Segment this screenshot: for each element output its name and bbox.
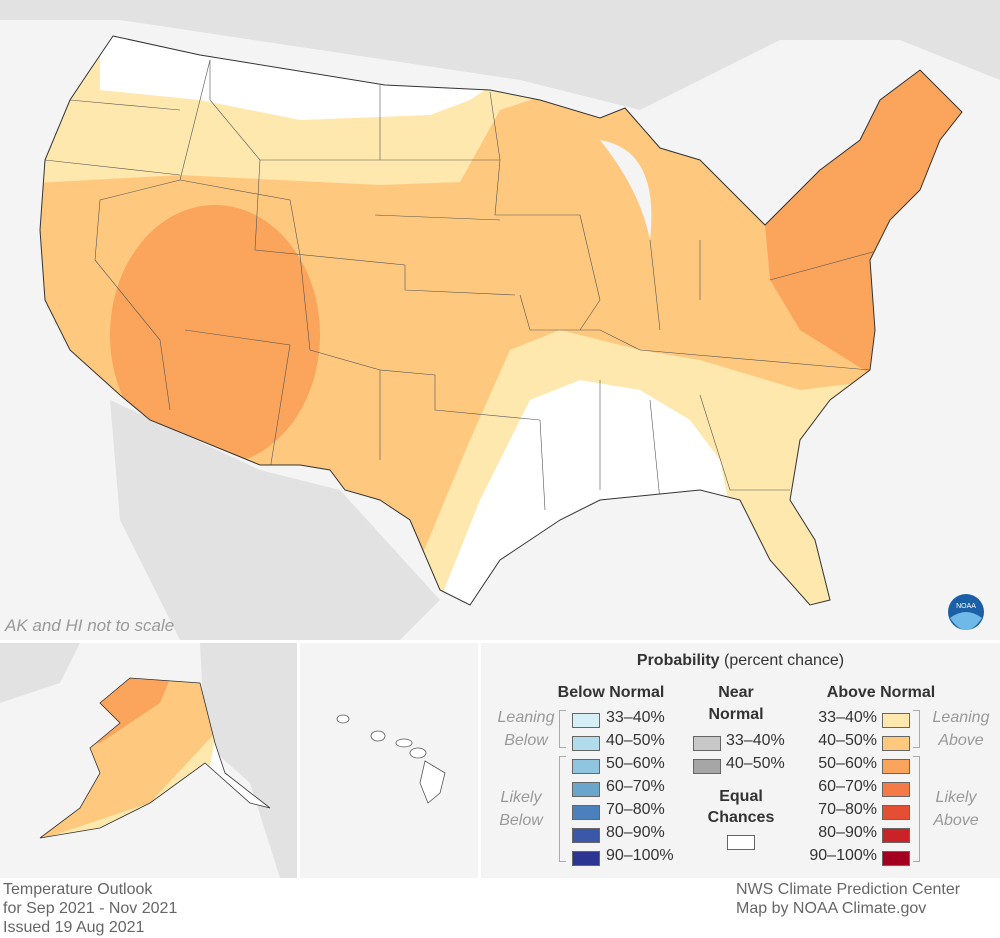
- leaning-below-bracket: [559, 710, 566, 748]
- scale-note: AK and HI not to scale: [5, 616, 175, 635]
- canada-landmass: [0, 0, 1000, 110]
- below-item-label: 40–50%: [606, 732, 665, 749]
- below-swatch: [572, 828, 600, 843]
- credits: NWS Climate Prediction Center Map by NOA…: [736, 880, 960, 918]
- near-swatch: [693, 759, 721, 774]
- above-item-label: 50–60%: [818, 755, 877, 772]
- svg-text:NOAA: NOAA: [956, 603, 976, 610]
- zone-likely-above-northeast: [765, 40, 962, 380]
- near-normal-header-1: Near: [718, 684, 754, 701]
- leaning-above-label: Leaning Above: [932, 709, 990, 749]
- below-item-label: 60–70%: [606, 778, 665, 795]
- above-item-label: 40–50%: [818, 732, 877, 749]
- above-swatch: [882, 828, 910, 843]
- likely-below-label: Likely Below: [499, 789, 543, 829]
- caption-title: Temperature Outlook: [3, 881, 153, 898]
- caption-issued: Issued 19 Aug 2021: [3, 919, 145, 936]
- below-item-label: 80–90%: [606, 824, 665, 841]
- conus-map-svg: NOAA: [0, 0, 1000, 640]
- above-swatch: [882, 851, 910, 866]
- near-item-label: 40–50%: [726, 755, 785, 772]
- alaska-inset: [0, 643, 297, 878]
- leaning-above-bracket: [913, 710, 920, 748]
- below-item-label: 50–60%: [606, 755, 665, 772]
- above-item-label: 60–70%: [818, 778, 877, 795]
- near-swatch: [693, 736, 721, 751]
- hawaii-inset: [300, 643, 478, 878]
- credit-map: Map by NOAA Climate.gov: [736, 900, 927, 917]
- legend-title: Probability (percent chance): [481, 652, 1000, 670]
- likely-above-bracket: [913, 756, 920, 862]
- mexico-landmass: [110, 400, 440, 640]
- legend-title-rest: (percent chance): [719, 652, 845, 669]
- above-normal-header: Above Normal: [826, 684, 936, 701]
- near-item-label: 33–40%: [726, 732, 785, 749]
- likely-above-label: Likely Above: [933, 789, 979, 829]
- above-item-label: 80–90%: [818, 824, 877, 841]
- above-swatch: [882, 805, 910, 820]
- below-swatch: [572, 736, 600, 751]
- below-swatch: [572, 759, 600, 774]
- credit-source: NWS Climate Prediction Center: [736, 881, 961, 898]
- above-swatch: [882, 713, 910, 728]
- legend-title-bold: Probability: [636, 652, 720, 669]
- equal-chances-swatch: [727, 835, 755, 850]
- equal-chances-header-1: Equal: [719, 788, 763, 805]
- zone-likely-above-southwest: [110, 205, 320, 465]
- likely-below-bracket: [559, 756, 566, 862]
- hawaii-map-svg: [336, 714, 446, 804]
- leaning-below-label: Leaning Below: [497, 709, 555, 749]
- below-swatch: [572, 713, 600, 728]
- below-swatch: [572, 851, 600, 866]
- conus-map: NOAA AK and HI not to scale: [0, 0, 1000, 640]
- below-normal-header: Below Normal: [557, 684, 665, 701]
- above-item-label: 90–100%: [809, 847, 877, 864]
- legend: Probability (percent chance) Below Norma…: [481, 643, 1000, 878]
- below-swatch: [572, 805, 600, 820]
- noaa-logo: NOAA: [948, 594, 984, 630]
- equal-chances-header-2: Chances: [707, 809, 775, 826]
- below-item-label: 70–80%: [606, 801, 665, 818]
- outlook-caption: Temperature Outlook for Sep 2021 - Nov 2…: [3, 880, 177, 937]
- above-swatch: [882, 759, 910, 774]
- below-swatch: [572, 782, 600, 797]
- below-item-label: 90–100%: [606, 847, 674, 864]
- above-swatch: [882, 736, 910, 751]
- below-item-label: 33–40%: [606, 709, 665, 726]
- above-swatch: [882, 782, 910, 797]
- state-borders: [44, 59, 881, 511]
- alaska-map-svg: [0, 643, 297, 878]
- lake-michigan: [600, 140, 652, 240]
- near-normal-header-2: Normal: [708, 706, 764, 723]
- above-item-label: 33–40%: [818, 709, 877, 726]
- caption-period: for Sep 2021 - Nov 2021: [3, 900, 178, 917]
- above-item-label: 70–80%: [818, 801, 877, 818]
